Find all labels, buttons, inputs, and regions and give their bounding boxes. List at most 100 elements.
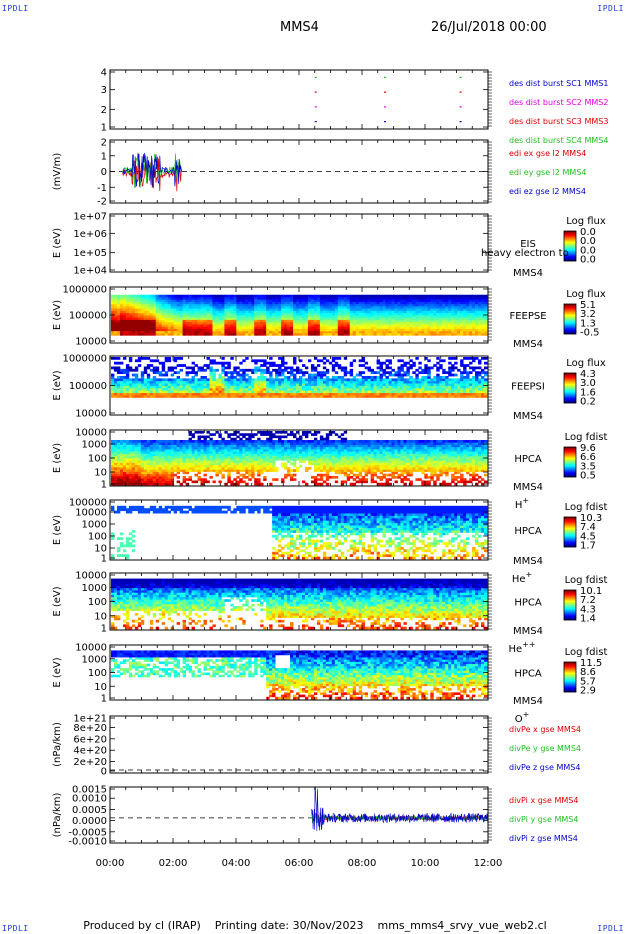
hpca-h-panel-pixel (167, 476, 172, 479)
hpca-h-panel-pixel (188, 451, 192, 454)
feepsi-panel-pixel (436, 390, 440, 394)
feepse-panel-pixel (161, 330, 166, 334)
feepse-panel-pixel (236, 312, 240, 316)
feepse-panel-pixel (203, 321, 207, 325)
feepse-panel-pixel (358, 328, 363, 332)
feepse-panel-pixel (221, 330, 225, 334)
feepsi-panel-pixel (343, 390, 348, 394)
feepse-panel-pixel (448, 315, 452, 318)
feepse-panel-pixel (179, 299, 184, 302)
feepse-panel-pixel (155, 315, 160, 318)
feepsi-panel-pixel (382, 361, 386, 365)
hpca-h-panel-pixel (200, 444, 204, 448)
feepsi-panel-pixel (451, 387, 455, 391)
feepsi-panel-pixel (119, 383, 124, 386)
feepsi-panel-pixel (290, 366, 294, 370)
feepsi-panel-pixel (278, 357, 282, 360)
feepsi-panel-pixel (275, 385, 279, 389)
feepsi-panel-pixel (466, 380, 470, 384)
feepse-panel-pixel (364, 303, 369, 307)
feepse-panel-pixel (224, 301, 228, 305)
hpca-h-panel-pixel (134, 476, 139, 479)
feepse-panel-pixel (227, 312, 231, 316)
feepsi-panel-pixel (137, 385, 142, 389)
feepsi-panel-pixel (245, 357, 249, 360)
feepse-panel-pixel (111, 303, 115, 307)
feepsi-panel-pixel (143, 392, 148, 396)
feepsi-panel-pixel (236, 366, 240, 370)
feepse-panel-pixel (325, 324, 330, 327)
feepse-panel-pixel (191, 321, 195, 325)
feepse-panel-pixel (236, 326, 240, 329)
hpca-h-panel-pixel (206, 442, 210, 445)
feepsi-panel-pixel (301, 378, 306, 382)
feepse-panel-pixel (364, 308, 369, 311)
feepsi-panel-pixel (466, 392, 470, 396)
feepsi-panel-pixel (200, 380, 204, 384)
hpca-h-panel-pixel (125, 464, 130, 468)
feepsi-panel-pixel (379, 383, 383, 386)
feepsi-panel-pixel (475, 378, 479, 382)
hpca-h-panel-pixel (134, 460, 139, 463)
feepse-panel-pixel (257, 312, 261, 316)
feepsi-panel-pixel (382, 395, 386, 398)
feepse-panel-pixel (116, 324, 121, 327)
hpca-h-panel-pixel (179, 444, 184, 448)
feepsi-panel-pixel (233, 376, 237, 379)
feepse-panel-pixel (143, 319, 148, 323)
feepse-panel-pixel (346, 301, 351, 305)
feepsi-panel-pixel (254, 371, 258, 375)
feepse-panel-pixel (251, 297, 255, 300)
feepse-panel-pixel (296, 328, 300, 332)
feepsi-panel-pixel (364, 380, 369, 384)
hpca-h-panel-pixel (164, 476, 169, 479)
feepse-panel-pixel (409, 317, 413, 320)
feepsi-panel-pixel (149, 378, 154, 382)
feepsi-panel-pixel (161, 392, 166, 396)
feepse-panel-pixel (269, 326, 273, 329)
feepsi-panel-pixel (116, 385, 121, 389)
feepse-panel-pixel (140, 317, 145, 320)
hpca-h-panel-pixel (194, 453, 198, 457)
feepse-panel-pixel (349, 321, 354, 325)
feepse-panel-pixel (349, 330, 354, 334)
feepsi-panel-pixel (263, 376, 267, 379)
feepse-panel-pixel (403, 303, 407, 307)
feepse-panel-pixel (322, 317, 327, 320)
feepse-panel-pixel (370, 315, 375, 318)
feepse-panel-pixel (161, 312, 166, 316)
hpca-h-panel-pixel (116, 478, 121, 481)
feepse-panel-pixel (161, 303, 166, 307)
feepsi-panel-pixel (328, 361, 333, 365)
feepse-panel-pixel (397, 319, 401, 323)
feepsi-panel-pixel (158, 395, 163, 398)
feepse-panel-pixel (388, 301, 392, 305)
feepse-panel-pixel (325, 326, 330, 329)
hpca-h-panel-pixel (200, 455, 204, 459)
feepsi-panel-pixel (352, 376, 357, 379)
feepsi-panel-pixel (212, 392, 216, 396)
feepsi-panel-pixel (313, 357, 318, 360)
feepse-panel-pixel (111, 328, 115, 332)
feepsi-panel-pixel (194, 378, 198, 382)
feepsi-panel-pixel (328, 395, 333, 398)
eis-panel-frame (109, 213, 489, 273)
hpca-h-panel-pixel (146, 476, 151, 479)
feepse-panel-pixel (260, 315, 264, 318)
eis-panel-colorbar-band (564, 254, 576, 256)
feepsi-panel-pixel (134, 378, 139, 382)
hpca-h-panel-pixel (122, 476, 127, 479)
hpca-h-panel-pixel (137, 482, 142, 486)
hpca-h-panel-pixel (137, 471, 142, 475)
feepse-panel-pixel (457, 315, 461, 318)
feepse-panel-pixel (325, 317, 330, 320)
feepse-panel-pixel (367, 333, 372, 336)
feepsi-panel-pixel (224, 378, 228, 382)
hpca-h-panel-pixel (116, 464, 121, 468)
feepsi-panel-pixel (460, 392, 464, 396)
feepse-panel-pixel (161, 317, 166, 320)
feepse-panel-pixel (355, 294, 360, 298)
feepse-panel-pixel (125, 294, 130, 298)
feepsi-panel-colorbar-band (564, 388, 576, 390)
feepse-panel-pixel (287, 324, 291, 327)
